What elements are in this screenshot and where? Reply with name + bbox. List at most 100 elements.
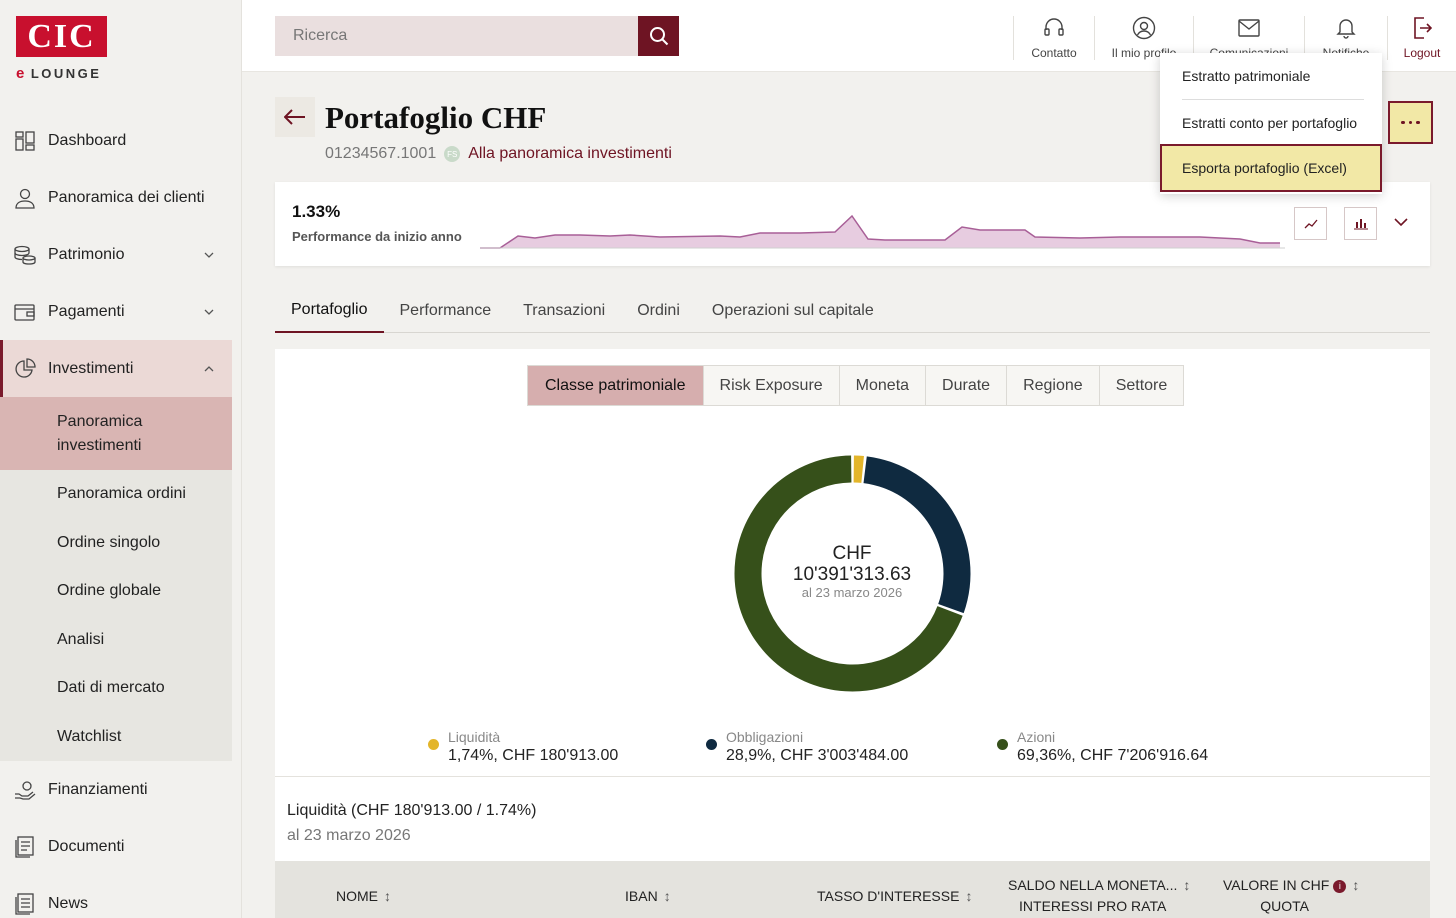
tab-transazioni[interactable]: Transazioni (523, 301, 606, 319)
tab-portafoglio[interactable]: Portafoglio (275, 288, 384, 333)
sidebar-item-label: Patrimonio (48, 245, 125, 263)
topbar: Contatto Il mio profilo Comunicazioni No… (242, 0, 1456, 72)
segment-durate[interactable]: Durate (925, 366, 1007, 405)
more-actions-button[interactable] (1388, 101, 1433, 144)
payments-icon (14, 301, 36, 323)
segment-regione[interactable]: Regione (1006, 366, 1099, 405)
sidebar-item-investimenti[interactable]: Investimenti (0, 340, 232, 397)
sort-icon: ↕ (1352, 877, 1360, 893)
search-button[interactable] (638, 16, 679, 56)
menu-item-estratti-conto[interactable]: Estratti conto per portafoglio (1182, 115, 1358, 131)
sidebar-nav: Dashboard Panoramica dei clienti Patrimo… (0, 112, 232, 918)
subnav-item-panoramica-ordini[interactable]: Panoramica ordini (0, 470, 232, 519)
back-button[interactable] (275, 97, 315, 137)
menu-item-esporta-excel[interactable]: Esporta portafoglio (Excel) (1160, 144, 1382, 192)
subnav-item-label: Ordine singolo (57, 533, 161, 551)
tab-performance[interactable]: Performance (399, 301, 492, 319)
legend-name: Azioni (1017, 729, 1056, 745)
donut-slice-obbligazioni[interactable] (863, 456, 971, 614)
subnav-item-ordine-singolo[interactable]: Ordine singolo (0, 519, 232, 568)
line-chart-icon (1304, 219, 1317, 228)
chevron-down-icon[interactable] (1393, 214, 1409, 230)
legend-item-liquidita: Liquidità 1,74%, CHF 180'913.00 (428, 729, 618, 765)
contact-label: Contatto (1031, 46, 1077, 60)
menu-divider (1182, 99, 1364, 100)
legend-value: 28,9%, CHF 3'003'484.00 (726, 747, 909, 764)
sidebar-item-finanziamenti[interactable]: Finanziamenti (0, 761, 232, 818)
sidebar-item-patrimonio[interactable]: Patrimonio (0, 226, 232, 283)
table-header: NOME ↕ IBAN ↕ TASSO D'INTERESSE ↕ SALDO NEL… (275, 861, 1430, 918)
tab-operazioni-capitale[interactable]: Operazioni sul capitale (711, 301, 874, 319)
bell-icon (1336, 16, 1356, 40)
sidebar-item-pagamenti[interactable]: Pagamenti (0, 283, 232, 340)
legend-item-obbligazioni: Obbligazioni 28,9%, CHF 3'003'484.00 (706, 729, 908, 765)
legend-name: Liquidità (448, 729, 501, 745)
legend-value: 69,36%, CHF 7'206'916.64 (1017, 747, 1209, 764)
bar-chart-toggle[interactable] (1344, 207, 1377, 240)
subnav-item-label: Analisi (57, 630, 105, 648)
sidebar: CIC e LOUNGE Dashboard Panoramica dei cl… (0, 0, 242, 918)
sidebar-item-label: Panoramica dei clienti (48, 188, 205, 206)
contact-button[interactable]: Contatto (1013, 16, 1094, 60)
line-chart-toggle[interactable] (1294, 207, 1327, 240)
search-bar (275, 16, 679, 56)
sidebar-item-dashboard[interactable]: Dashboard (0, 112, 232, 169)
sidebar-item-clients[interactable]: Panoramica dei clienti (0, 169, 232, 226)
segment-moneta[interactable]: Moneta (838, 366, 926, 405)
search-icon (649, 27, 668, 46)
donut-slice-liquidit[interactable] (853, 455, 864, 483)
portfolio-tabs: Portafoglio Performance Transazioni Ordi… (275, 288, 1430, 333)
info-icon[interactable]: i (1333, 879, 1347, 893)
legend-name: Obbligazioni (726, 729, 804, 745)
sidebar-item-documenti[interactable]: Documenti (0, 818, 232, 875)
search-input[interactable] (275, 16, 638, 56)
subnav-item-dati-mercato[interactable]: Dati di mercato (0, 664, 232, 713)
col-header-tasso[interactable]: TASSO D'INTERESSE ↕ (817, 886, 972, 907)
donut-date: al 23 marzo 2026 (801, 585, 903, 600)
col-header-saldo[interactable]: SALDO NELLA MONETA... INTERESSI PRO RATA … (1008, 875, 1190, 917)
overview-link[interactable]: Alla panoramica investimenti (468, 145, 672, 162)
portfolio-number: 01234567.1001 (325, 145, 437, 162)
page-title: Portafoglio CHF (325, 100, 547, 135)
allocation-segmented-control: Classe patrimoniale Risk Exposure Moneta… (527, 365, 1185, 406)
legend-dot (706, 739, 717, 750)
portfolio-panel: Classe patrimoniale Risk Exposure Moneta… (275, 349, 1430, 918)
col-header-iban[interactable]: IBAN ↕ (625, 886, 671, 907)
allocation-donut-chart (734, 455, 971, 692)
tab-ordini[interactable]: Ordini (637, 301, 680, 319)
subnav-item-ordine-globale[interactable]: Ordine globale (0, 567, 232, 616)
headset-icon (1043, 16, 1065, 40)
sidebar-item-label: Investimenti (48, 359, 134, 377)
sidebar-item-label: Finanziamenti (48, 780, 148, 798)
news-icon (14, 892, 36, 915)
subnav-item-watchlist[interactable]: Watchlist (0, 713, 232, 762)
donut-currency: CHF (832, 543, 872, 564)
bar-chart-icon (1353, 218, 1368, 229)
logout-icon (1412, 16, 1432, 40)
more-dot-icon (1416, 120, 1420, 125)
sidebar-item-label: Dashboard (48, 131, 127, 149)
col-header-sublabel: QUOTA (1260, 898, 1310, 914)
menu-item-estratto-patrimoniale[interactable]: Estratto patrimoniale (1182, 68, 1311, 84)
col-header-valore[interactable]: VALORE IN CHF i QUOTA ↕ (1223, 875, 1359, 917)
chevron-down-icon (204, 252, 214, 258)
segment-risk-exposure[interactable]: Risk Exposure (702, 366, 839, 405)
subnav-item-label: Dati di mercato (57, 679, 165, 697)
fs-badge: FS (444, 146, 461, 162)
sidebar-item-news[interactable]: News (0, 875, 232, 918)
segment-settore[interactable]: Settore (1098, 366, 1184, 405)
col-header-label: IBAN (625, 888, 658, 904)
logo[interactable]: CIC e LOUNGE (16, 16, 107, 82)
logout-button[interactable]: Logout (1387, 16, 1456, 60)
performance-label: Performance da inizio anno (292, 229, 462, 244)
subnav-item-analisi[interactable]: Analisi (0, 616, 232, 665)
subnav-item-label: Panoramica investimenti (57, 412, 143, 454)
col-header-nome[interactable]: NOME ↕ (336, 886, 391, 907)
sort-icon: ↕ (384, 888, 391, 904)
pie-chart-icon (14, 357, 36, 380)
legend-dot (997, 739, 1008, 750)
section-divider (275, 776, 1430, 777)
segment-classe-patrimoniale[interactable]: Classe patrimoniale (528, 366, 703, 405)
subnav-item-panoramica-investimenti[interactable]: Panoramica investimenti (0, 397, 232, 470)
donut-amount: 10'391'313.63 (792, 564, 912, 585)
